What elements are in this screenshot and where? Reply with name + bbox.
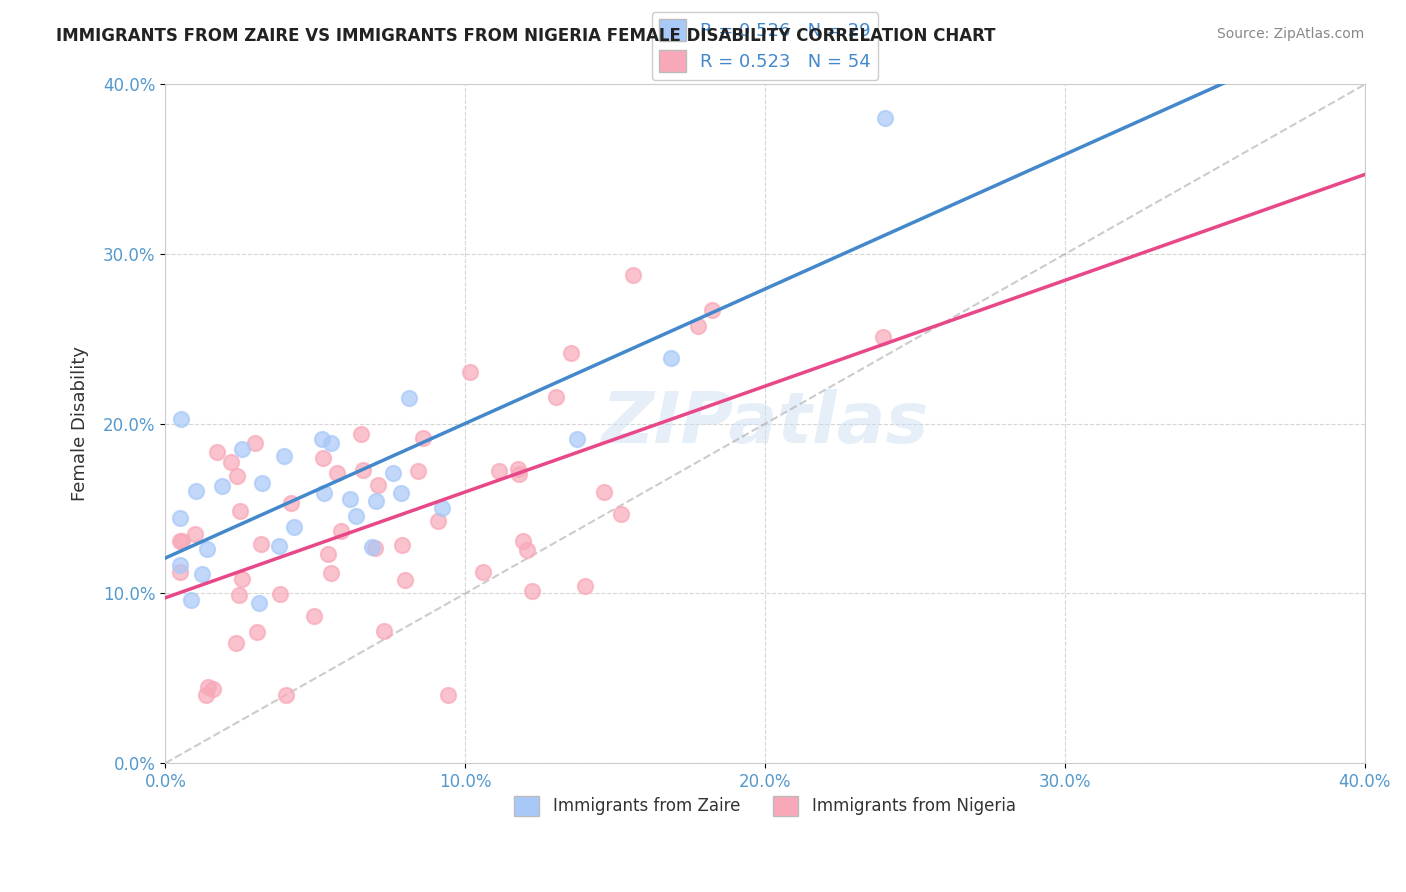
Point: [312, 485, 335, 500]
Point: [412, 431, 434, 445]
Point: [201, 681, 224, 696]
Point: [389, 486, 412, 500]
Point: [311, 432, 333, 446]
Point: [508, 467, 530, 481]
Point: [211, 479, 233, 493]
Point: [512, 534, 534, 549]
Point: [344, 508, 367, 523]
Point: [170, 534, 193, 549]
Point: [329, 524, 352, 539]
Point: [339, 491, 361, 506]
Point: [247, 596, 270, 610]
Point: [593, 484, 616, 499]
Point: [312, 451, 335, 466]
Point: [472, 565, 495, 579]
Point: [197, 680, 219, 694]
Point: [250, 537, 273, 551]
Point: [436, 688, 458, 702]
Point: [269, 540, 291, 554]
Point: [269, 587, 291, 601]
Point: [316, 547, 339, 561]
Point: [427, 514, 450, 528]
Point: [283, 519, 305, 533]
Point: [205, 444, 228, 458]
Point: [231, 572, 253, 586]
Text: ZIPatlas: ZIPatlas: [602, 389, 929, 458]
Point: [702, 302, 724, 317]
Point: [361, 541, 384, 555]
Point: [398, 391, 420, 405]
Point: [302, 609, 325, 624]
Point: [367, 478, 389, 492]
Point: [184, 483, 207, 498]
Point: [219, 455, 242, 469]
Point: [488, 464, 510, 478]
Point: [226, 469, 249, 483]
Point: [246, 624, 269, 639]
Point: [231, 442, 253, 456]
Point: [229, 504, 252, 518]
Point: [610, 507, 633, 521]
Point: [169, 534, 191, 549]
Point: [621, 268, 644, 283]
Y-axis label: Female Disability: Female Disability: [72, 346, 89, 501]
Point: [520, 583, 543, 598]
Point: [364, 541, 387, 555]
Point: [391, 538, 413, 552]
Point: [243, 435, 266, 450]
Point: [169, 411, 191, 425]
Point: [274, 688, 297, 702]
Point: [560, 346, 582, 360]
Point: [406, 464, 429, 478]
Point: [250, 476, 273, 491]
Point: [169, 565, 191, 579]
Point: [195, 542, 218, 557]
Point: [352, 463, 374, 477]
Point: [873, 112, 896, 126]
Point: [184, 527, 207, 541]
Point: [190, 566, 212, 581]
Point: [430, 500, 453, 515]
Point: [169, 511, 191, 525]
Point: [228, 588, 250, 602]
Point: [872, 330, 894, 344]
Point: [180, 592, 202, 607]
Point: [319, 436, 342, 450]
Point: [394, 573, 416, 587]
Text: IMMIGRANTS FROM ZAIRE VS IMMIGRANTS FROM NIGERIA FEMALE DISABILITY CORRELATION C: IMMIGRANTS FROM ZAIRE VS IMMIGRANTS FROM…: [56, 27, 995, 45]
Point: [516, 543, 538, 558]
Point: [382, 466, 405, 480]
Point: [508, 462, 530, 476]
Point: [350, 426, 373, 441]
Point: [567, 432, 589, 446]
Point: [169, 558, 191, 572]
Point: [373, 624, 395, 638]
Point: [319, 566, 342, 580]
Text: Source: ZipAtlas.com: Source: ZipAtlas.com: [1216, 27, 1364, 41]
Point: [546, 390, 568, 404]
Point: [273, 449, 295, 463]
Point: [366, 493, 388, 508]
Point: [280, 495, 302, 509]
Point: [688, 319, 710, 334]
Point: [458, 366, 481, 380]
Point: [574, 579, 596, 593]
Point: [659, 351, 682, 366]
Legend: Immigrants from Zaire, Immigrants from Nigeria: Immigrants from Zaire, Immigrants from N…: [508, 789, 1022, 822]
Point: [326, 466, 349, 480]
Point: [195, 688, 218, 702]
Point: [225, 636, 247, 650]
